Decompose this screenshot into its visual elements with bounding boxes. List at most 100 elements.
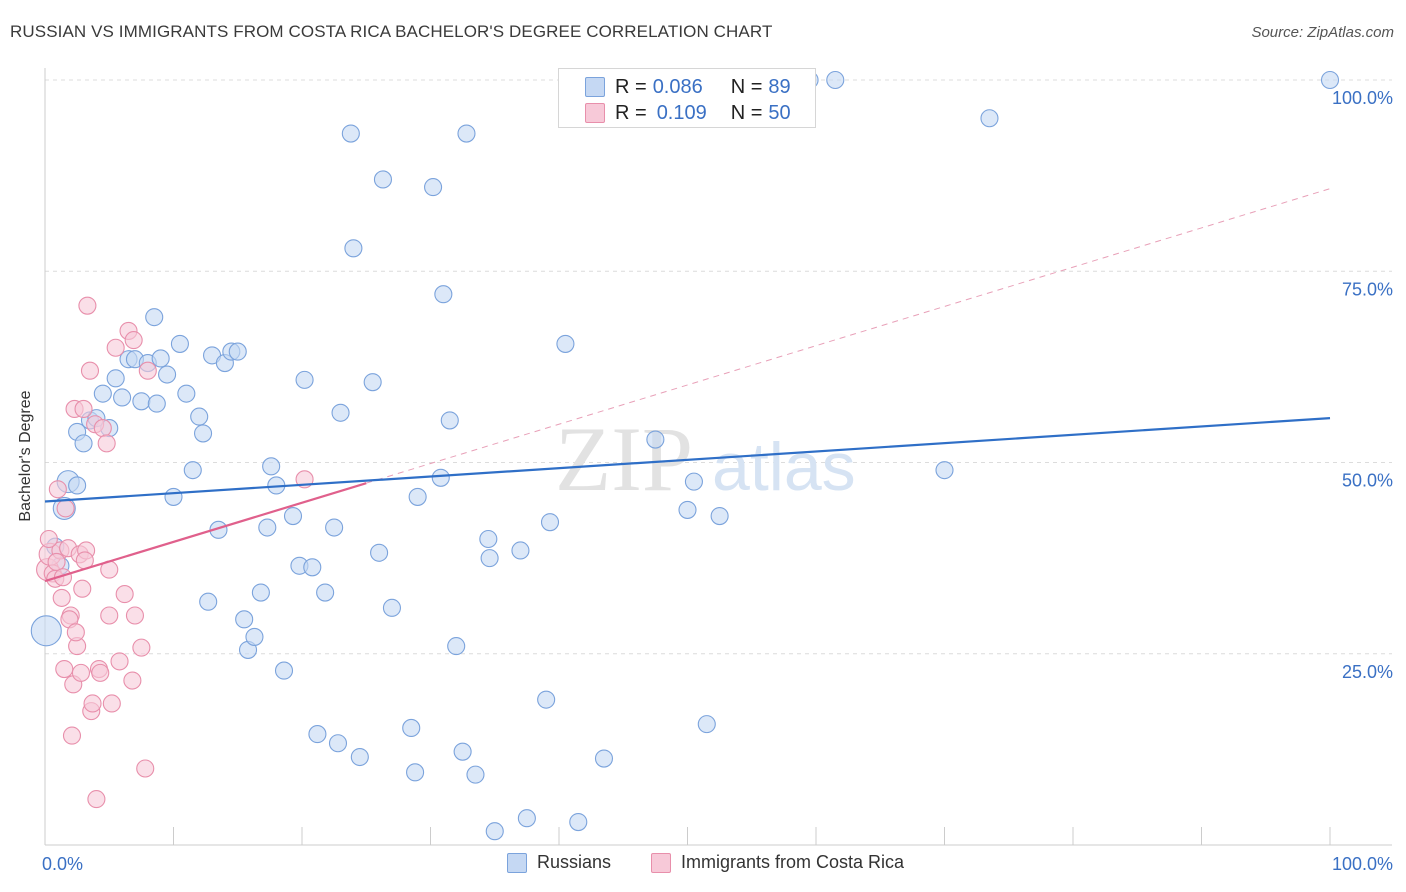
point-russians	[1320, 70, 1340, 90]
point-russians	[68, 476, 87, 495]
legend-row-costa-rica: R = 0.109 N = 50	[585, 100, 791, 126]
watermark-zip: ZIP	[555, 408, 693, 510]
point-russians	[408, 487, 427, 506]
trend-line-russians	[44, 417, 1331, 503]
point-russians	[235, 610, 254, 629]
bottom-legend-swatch-russians	[507, 852, 527, 873]
bottom-legend-costa-rica[interactable]: Immigrants from Costa Rica	[651, 852, 904, 873]
point-costa-rica	[110, 652, 129, 671]
point-russians	[406, 763, 425, 782]
point-russians	[453, 742, 472, 761]
watermark: ZIP atlas	[555, 408, 856, 510]
legend-row-russians: R = 0.086 N = 89	[585, 74, 791, 100]
trend-line-costa-rica	[44, 482, 367, 583]
point-russians	[540, 513, 560, 532]
point-russians	[373, 170, 393, 189]
y-tick-label: 25.0%	[1342, 662, 1393, 682]
point-russians	[569, 812, 588, 832]
point-russians	[30, 615, 62, 647]
point-russians	[457, 124, 476, 143]
point-costa-rica	[100, 606, 119, 625]
point-russians	[684, 472, 703, 491]
point-russians	[485, 822, 504, 841]
legend-n-label: N =	[730, 75, 763, 98]
bottom-legend-russians[interactable]: Russians	[507, 852, 611, 873]
point-russians	[274, 661, 294, 680]
point-costa-rica	[136, 759, 155, 778]
point-russians	[132, 392, 151, 411]
point-russians	[434, 285, 453, 304]
point-russians	[113, 388, 132, 407]
gridlines	[45, 79, 1392, 655]
point-russians	[151, 349, 170, 368]
point-costa-rica	[78, 296, 97, 315]
y-tick-label: 50.0%	[1342, 471, 1393, 491]
legend-r-label: R =	[615, 101, 647, 124]
point-russians	[228, 342, 247, 361]
point-russians	[74, 434, 93, 453]
x-tick-label: 100.0%	[1332, 854, 1393, 874]
point-russians	[402, 718, 421, 738]
point-russians	[245, 627, 264, 646]
point-russians	[325, 518, 344, 537]
point-russians	[303, 558, 322, 577]
point-costa-rica	[97, 434, 116, 453]
point-russians	[447, 637, 466, 656]
point-russians	[350, 747, 369, 767]
point-russians	[678, 500, 697, 519]
point-russians	[251, 583, 270, 602]
point-russians	[344, 239, 363, 258]
legend-r-label: R =	[615, 75, 647, 98]
y-tick-label: 100.0%	[1332, 88, 1393, 108]
point-costa-rica	[102, 694, 121, 713]
point-russians	[382, 598, 402, 617]
point-costa-rica	[47, 552, 66, 572]
point-russians	[511, 541, 530, 560]
point-costa-rica	[56, 499, 75, 518]
point-costa-rica	[66, 623, 85, 642]
point-russians	[431, 468, 450, 487]
point-costa-rica	[91, 663, 110, 682]
point-costa-rica	[62, 726, 82, 745]
point-costa-rica	[73, 579, 92, 598]
point-costa-rica	[55, 659, 74, 679]
point-russians	[556, 334, 575, 353]
point-russians	[424, 178, 443, 197]
point-russians	[147, 394, 166, 413]
bottom-legend-label-russians: Russians	[537, 852, 612, 872]
legend-n-label: N =	[730, 101, 763, 124]
point-russians	[177, 384, 196, 403]
point-russians	[331, 403, 350, 422]
point-costa-rica	[87, 790, 106, 809]
source-label: Source: ZipAtlas.com	[1251, 24, 1394, 41]
trend-extension-line	[366, 188, 1331, 484]
legend-r-value-costa-rica: 0.109	[656, 101, 707, 124]
point-costa-rica	[48, 480, 67, 499]
point-costa-rica	[39, 529, 58, 549]
point-costa-rica	[125, 606, 144, 625]
legend-n-value-russians: 89	[768, 75, 791, 98]
point-costa-rica	[132, 638, 151, 657]
point-russians	[646, 430, 665, 449]
point-russians	[980, 109, 999, 128]
point-russians	[106, 369, 125, 388]
point-russians	[935, 461, 954, 480]
x-tick-label: 0.0%	[42, 854, 83, 874]
point-russians	[440, 411, 459, 430]
point-russians	[328, 734, 348, 753]
point-russians	[370, 543, 389, 562]
point-russians	[199, 592, 218, 611]
point-costa-rica	[52, 588, 71, 607]
point-russians	[295, 370, 314, 389]
point-costa-rica	[138, 361, 157, 380]
trend-extension	[366, 188, 1331, 484]
point-russians	[480, 549, 499, 568]
point-costa-rica	[106, 338, 125, 357]
point-russians	[466, 765, 485, 784]
data-points	[30, 70, 1340, 841]
trend-lines	[44, 417, 1331, 583]
point-costa-rica	[80, 361, 100, 380]
point-costa-rica	[83, 694, 102, 713]
point-russians	[170, 334, 189, 353]
